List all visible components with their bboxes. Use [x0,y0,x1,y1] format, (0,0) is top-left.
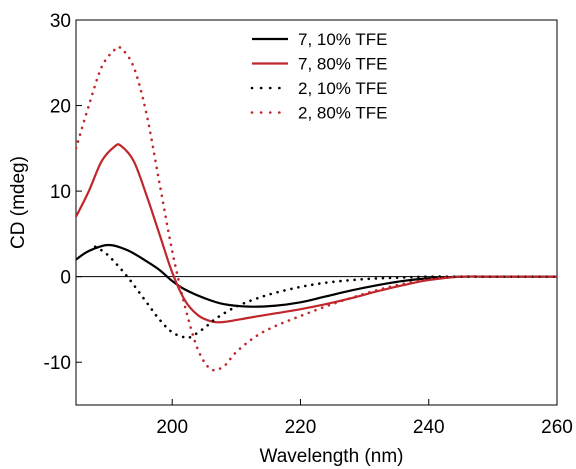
x-tick-label: 200 [156,417,188,438]
legend: 7, 10% TFE 7, 80% TFE 2, 10% TFE 2, 80% TFE [250,30,387,123]
series-line-2-10-tfe [93,245,557,340]
x-axis-title: Wavelength (nm) [260,446,404,467]
x-axis-ticks: 200 220 240 260 [156,399,573,438]
legend-label: 2, 10% TFE [298,79,387,98]
y-axis-title: CD (mdeg) [8,156,29,249]
y-tick-label: 0 [60,268,71,289]
series-layer [76,45,557,372]
y-axis-ticks: -10 0 10 20 30 [44,11,82,374]
y-tick-label: 20 [50,97,71,118]
x-tick-label: 220 [285,417,317,438]
y-tick-label: -10 [44,353,71,374]
legend-label: 7, 10% TFE [298,30,387,49]
series-line-7-80-tfe [76,143,557,324]
x-tick-label: 260 [541,417,573,438]
x-tick-label: 240 [413,417,445,438]
y-tick-label: 30 [50,11,71,32]
y-tick-label: 10 [50,182,71,203]
legend-label: 7, 80% TFE [298,55,387,74]
plot-frame [75,19,558,406]
legend-label: 2, 80% TFE [298,104,387,123]
